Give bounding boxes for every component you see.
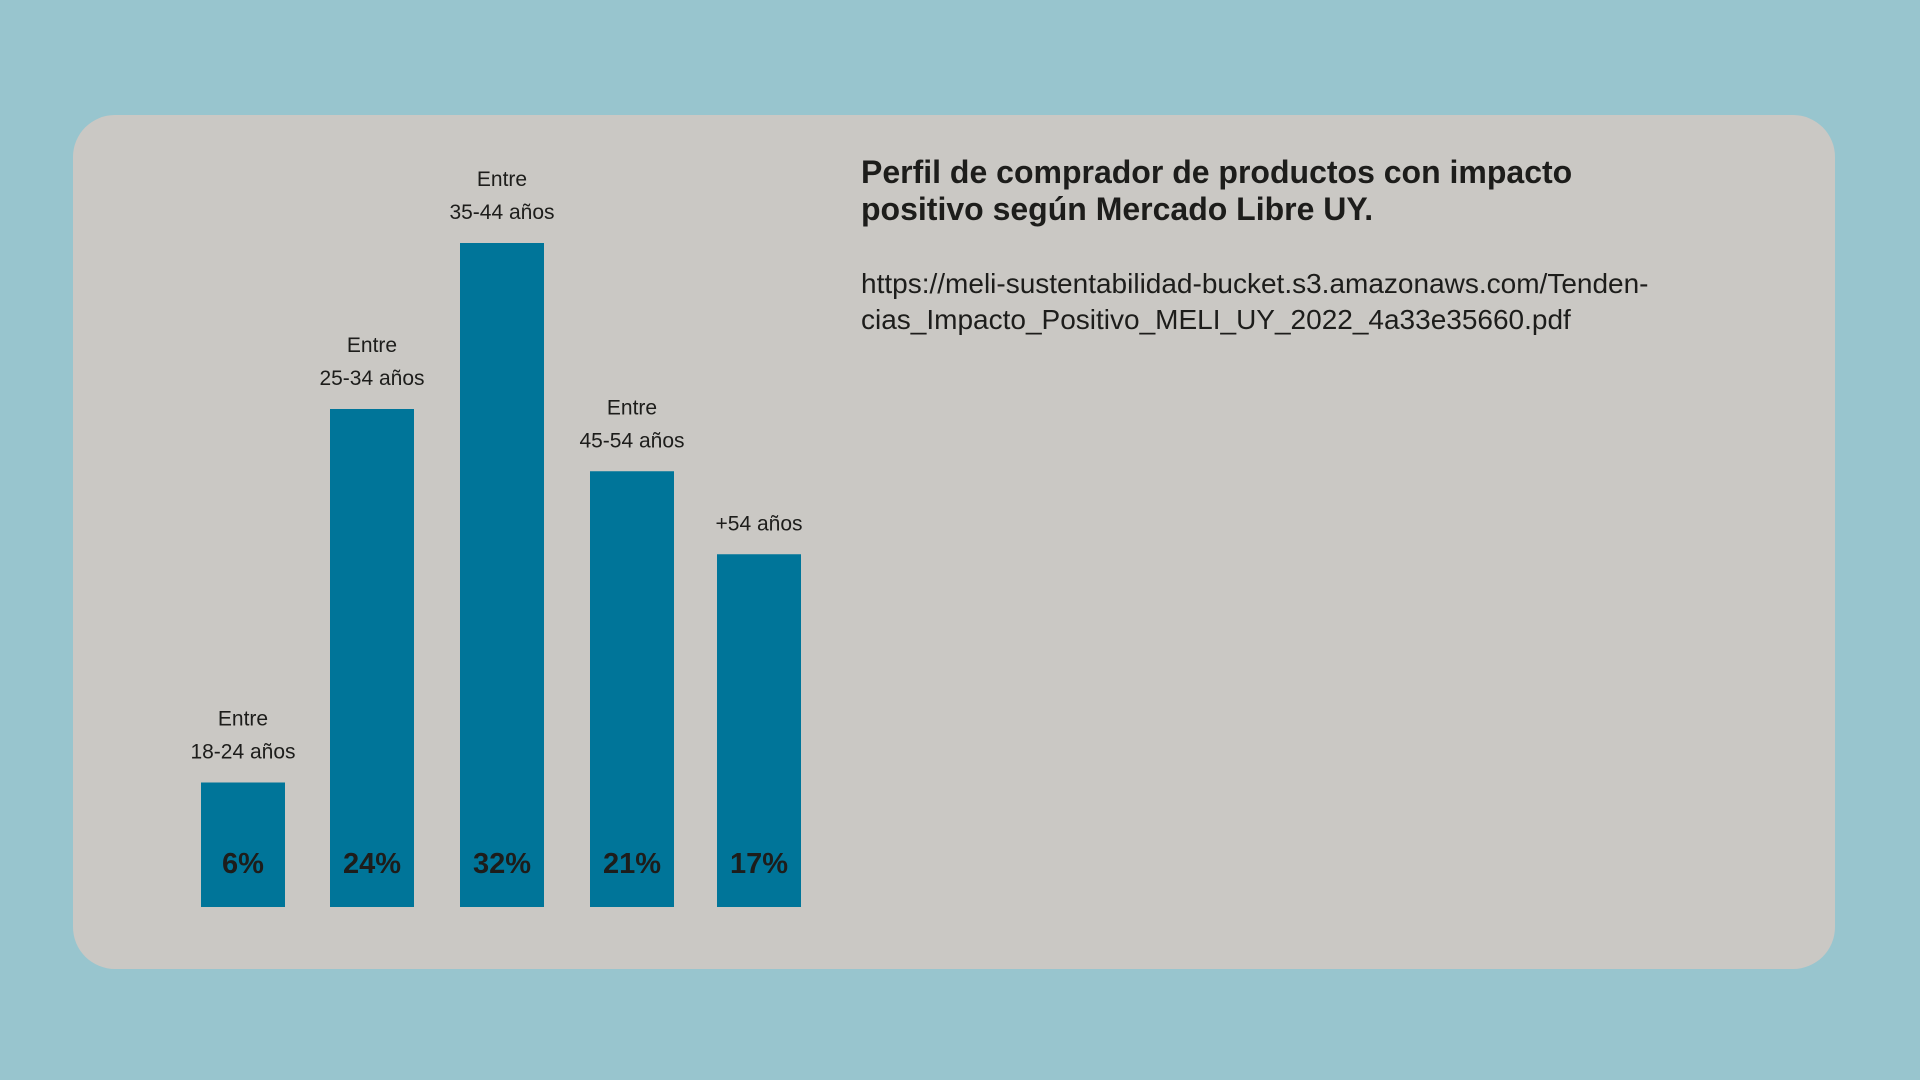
bar-category-label: Entre — [347, 334, 397, 357]
bar-value-label: 6% — [222, 848, 264, 880]
bar — [717, 554, 801, 907]
bar-category-label: Entre — [477, 168, 527, 191]
bar — [201, 782, 285, 907]
bar-value-label: 24% — [343, 848, 401, 880]
bar-value-label: 17% — [730, 848, 788, 880]
bar — [330, 409, 414, 907]
chart-title: Perfil de comprador de productos con imp… — [861, 154, 1761, 228]
bar — [460, 243, 544, 907]
bar-category-label: 35-44 años — [449, 201, 554, 224]
source-url-line-2: cias_Impacto_Positivo_MELI_UY_2022_4a33e… — [861, 304, 1571, 335]
bar-category-label: Entre — [218, 708, 268, 731]
chart-title-line-1: Perfil de comprador de productos con imp… — [861, 154, 1573, 190]
bar-category-label: +54 años — [716, 512, 803, 535]
bar — [590, 471, 674, 907]
source-url-line-1: https://meli-sustentabilidad-bucket.s3.a… — [861, 268, 1649, 299]
source-url: https://meli-sustentabilidad-bucket.s3.a… — [861, 266, 1761, 338]
bar-value-label: 21% — [603, 848, 661, 880]
bar-category-label: Entre — [607, 396, 657, 419]
bar-category-label: 18-24 años — [190, 741, 295, 764]
chart-title-line-2: positivo según Mercado Libre UY. — [861, 191, 1374, 227]
bar-value-label: 32% — [473, 848, 531, 880]
bar-category-label: 25-34 años — [319, 367, 424, 390]
bar-category-label: 45-54 años — [579, 429, 684, 452]
